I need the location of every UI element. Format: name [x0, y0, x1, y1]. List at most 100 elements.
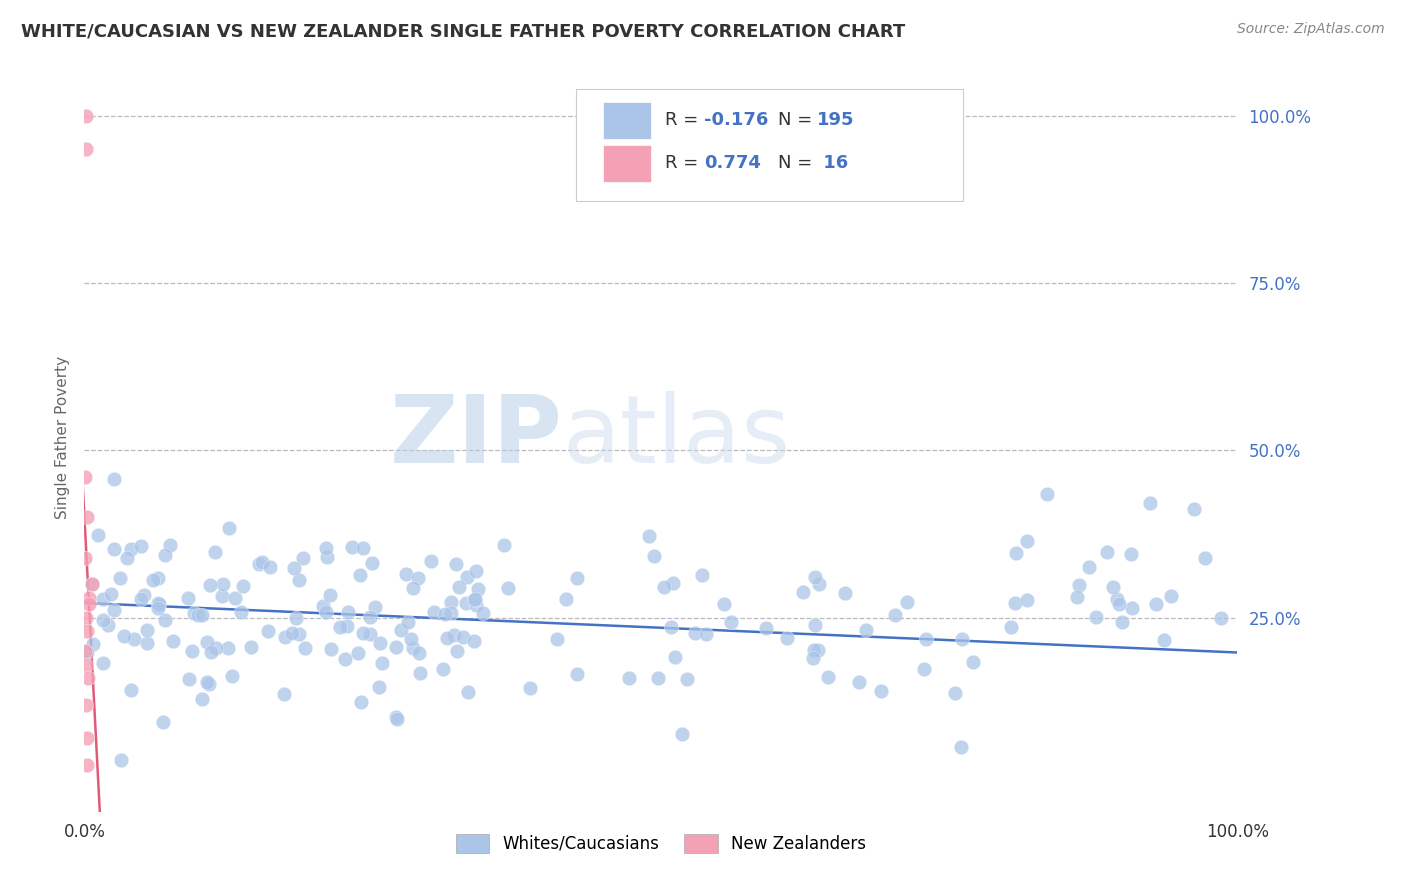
Point: [1160, 589, 1182, 603]
Point: [191, 607, 214, 622]
Point: [408, 646, 430, 660]
Point: [385, 712, 408, 726]
Point: [896, 594, 918, 608]
Point: [349, 568, 371, 582]
Point: [120, 541, 142, 556]
Point: [492, 538, 515, 552]
Point: [676, 672, 699, 686]
Point: [713, 597, 735, 611]
Point: [315, 541, 337, 556]
Text: 16: 16: [817, 154, 848, 172]
Point: [180, 643, 202, 657]
Text: R =: R =: [665, 154, 704, 172]
Point: [950, 740, 973, 755]
Point: [288, 626, 311, 640]
Point: [273, 687, 295, 701]
Point: [755, 622, 778, 636]
Point: [402, 641, 425, 656]
Point: [211, 577, 233, 591]
Point: [191, 692, 214, 706]
Text: -0.176: -0.176: [704, 112, 769, 129]
Point: [409, 666, 432, 681]
Point: [817, 670, 839, 684]
Point: [554, 591, 576, 606]
Point: [385, 710, 408, 724]
Point: [1119, 547, 1142, 561]
Point: [695, 627, 717, 641]
Point: [1153, 632, 1175, 647]
Point: [103, 472, 125, 486]
Point: [463, 634, 485, 648]
Point: [834, 586, 856, 600]
Point: [218, 521, 240, 535]
Point: [285, 611, 308, 625]
Point: [464, 591, 486, 606]
Point: [292, 551, 315, 566]
Point: [148, 571, 170, 585]
Point: [1069, 578, 1091, 592]
Point: [146, 596, 169, 610]
Point: [359, 626, 381, 640]
Point: [446, 644, 468, 658]
Point: [440, 606, 463, 620]
Point: [436, 631, 458, 645]
Point: [547, 632, 569, 646]
Point: [803, 643, 825, 657]
Point: [408, 571, 430, 585]
Point: [250, 555, 273, 569]
Point: [498, 581, 520, 595]
Point: [75, 644, 97, 658]
Point: [870, 684, 893, 698]
Point: [321, 642, 343, 657]
Point: [183, 606, 205, 620]
Point: [446, 557, 468, 571]
Point: [120, 682, 142, 697]
Point: [683, 626, 706, 640]
Point: [259, 560, 281, 574]
Point: [423, 605, 446, 619]
Point: [148, 597, 170, 611]
Point: [159, 538, 181, 552]
Text: 195: 195: [817, 112, 855, 129]
Point: [1111, 615, 1133, 629]
Point: [1005, 545, 1028, 559]
Point: [257, 624, 280, 639]
Point: [1209, 611, 1232, 625]
Point: [1107, 592, 1129, 607]
Point: [463, 593, 485, 607]
Point: [792, 584, 814, 599]
Point: [100, 587, 122, 601]
Point: [659, 619, 682, 633]
Point: [1015, 593, 1038, 607]
Point: [316, 550, 339, 565]
Point: [132, 588, 155, 602]
Point: [347, 646, 370, 660]
Point: [360, 557, 382, 571]
Point: [368, 636, 391, 650]
Point: [197, 677, 219, 691]
Legend: Whites/Caucasians, New Zealanders: Whites/Caucasians, New Zealanders: [449, 827, 873, 860]
Point: [153, 548, 176, 562]
Point: [1121, 601, 1143, 615]
Point: [457, 684, 479, 698]
Point: [97, 618, 120, 632]
Point: [103, 603, 125, 617]
Point: [232, 579, 254, 593]
Point: [142, 573, 165, 587]
Point: [855, 623, 877, 637]
Point: [247, 557, 270, 571]
Point: [288, 574, 311, 588]
Point: [449, 580, 471, 594]
Point: [914, 632, 936, 647]
Point: [108, 571, 131, 585]
Point: [352, 541, 374, 555]
Point: [1000, 620, 1022, 634]
Point: [664, 649, 686, 664]
Point: [110, 753, 132, 767]
Point: [240, 640, 263, 654]
Point: [349, 695, 371, 709]
Point: [187, 607, 209, 622]
Text: N =: N =: [778, 154, 817, 172]
Point: [281, 626, 304, 640]
Point: [75, 611, 97, 625]
